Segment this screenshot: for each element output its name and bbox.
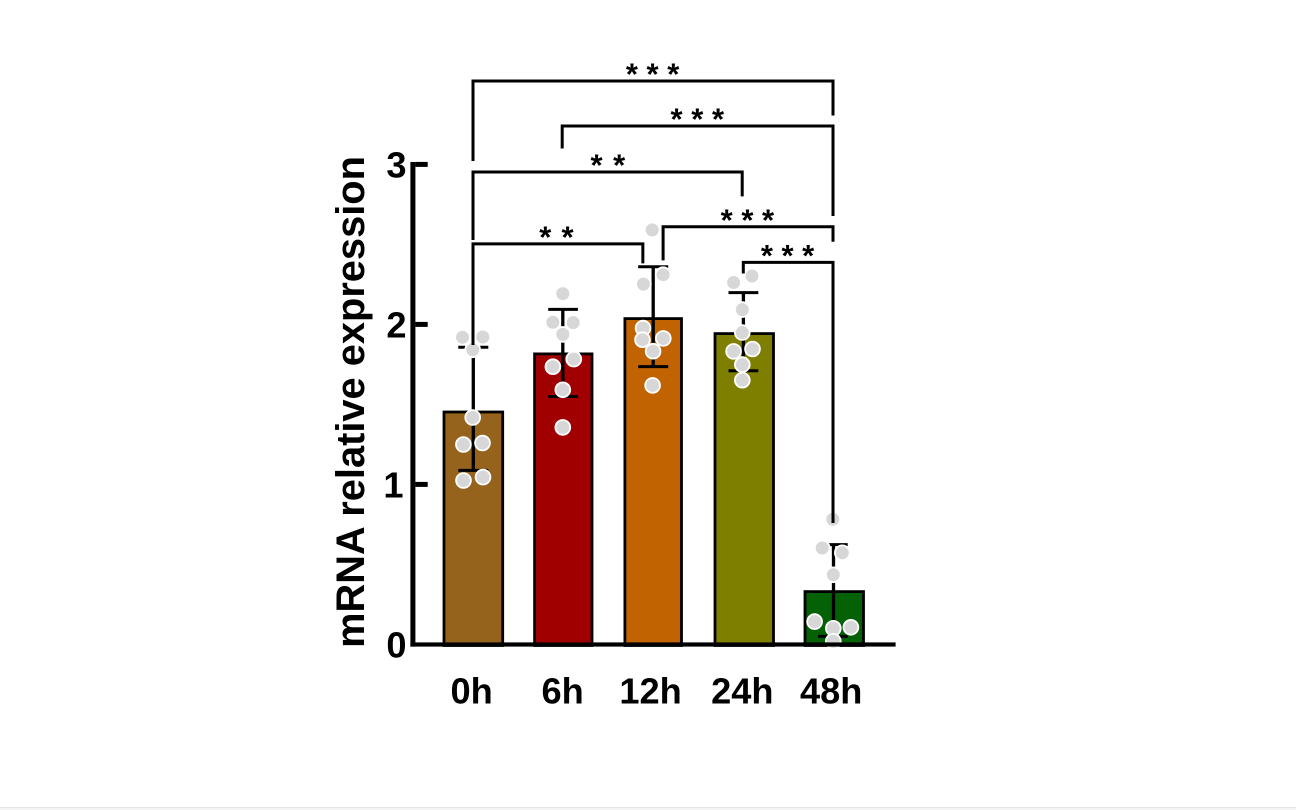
svg-text:1: 1: [383, 465, 403, 506]
svg-text:24h: 24h: [711, 671, 773, 712]
svg-text:mRNA relative expression: mRNA relative expression: [329, 156, 373, 648]
svg-text:*: *: [667, 57, 680, 92]
svg-text:12h: 12h: [619, 671, 681, 712]
svg-text:*: *: [561, 219, 574, 254]
svg-text:0: 0: [386, 625, 406, 666]
svg-text:*: *: [761, 238, 774, 273]
svg-text:*: *: [590, 147, 603, 182]
svg-text:*: *: [626, 57, 639, 92]
svg-text:*: *: [712, 102, 725, 137]
svg-text:48h: 48h: [800, 671, 862, 712]
svg-text:*: *: [721, 202, 734, 237]
svg-text:6h: 6h: [541, 671, 583, 712]
svg-text:3: 3: [386, 145, 406, 186]
svg-text:0h: 0h: [450, 671, 492, 712]
svg-text:2: 2: [386, 305, 406, 346]
svg-text:*: *: [671, 102, 684, 137]
svg-text:*: *: [802, 238, 815, 273]
svg-text:*: *: [691, 102, 704, 137]
svg-text:*: *: [762, 202, 775, 237]
svg-text:*: *: [613, 147, 626, 182]
svg-text:*: *: [539, 219, 552, 254]
svg-text:*: *: [781, 238, 794, 273]
svg-text:*: *: [741, 202, 754, 237]
svg-text:*: *: [647, 57, 660, 92]
